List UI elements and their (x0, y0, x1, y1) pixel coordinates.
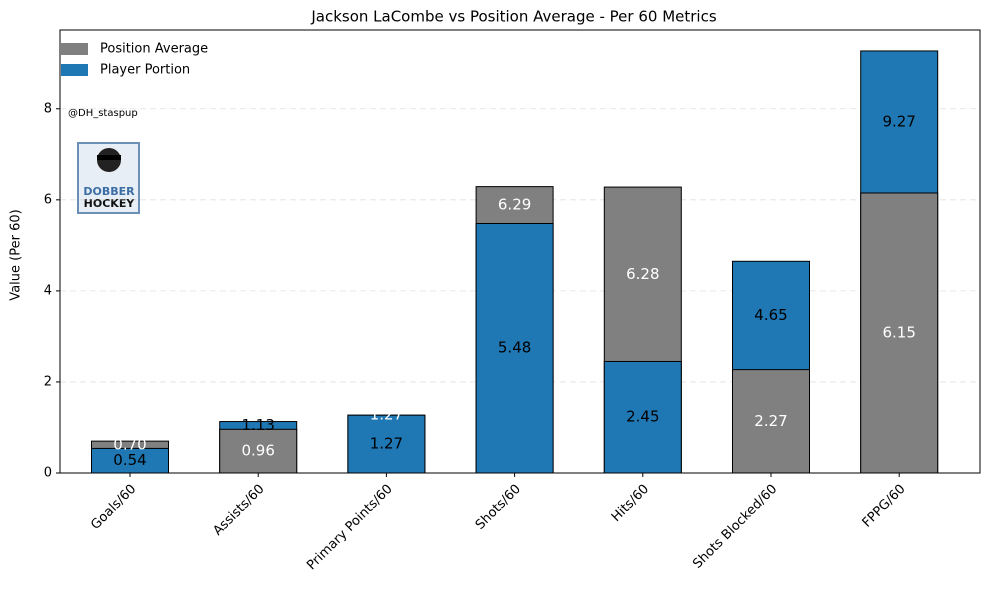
y-tick-label: 4 (44, 283, 52, 298)
bar (603, 360, 682, 474)
y-axis-label: Value (Per 60) (9, 209, 24, 300)
x-tick-label: Shots Blocked/60 (690, 482, 780, 572)
bar (732, 369, 810, 474)
x-tick-label: Primary Points/60 (304, 482, 395, 573)
x-tick-label: Goals/60 (88, 482, 139, 533)
value-label: 0.96 (241, 442, 274, 460)
legend-label: Player Portion (100, 63, 190, 78)
legend-swatch (61, 64, 88, 76)
y-tick-label: 0 (44, 466, 52, 481)
watermark: @DH_staspup (68, 108, 138, 119)
logo-text: HOCKEY (84, 197, 136, 210)
y-tick-label: 2 (44, 374, 52, 389)
logo: DOBBER HOCKEY (77, 142, 140, 214)
y-tick-label: 8 (44, 101, 52, 116)
value-label: 4.65 (754, 306, 787, 324)
value-label: 2.27 (754, 412, 787, 430)
chart-title: Jackson LaCombe vs Position Average - Pe… (310, 8, 716, 26)
value-label: 6.15 (882, 323, 915, 341)
logo-text: DOBBER (83, 185, 135, 198)
x-tick-label: Hits/60 (609, 482, 652, 525)
legend-swatch (61, 43, 88, 55)
plot-frame (59, 29, 981, 474)
value-label: 1.27 (370, 435, 403, 453)
value-label: 0.54 (113, 451, 146, 469)
value-label: 6.29 (498, 196, 531, 214)
x-tick-label: Assists/60 (210, 482, 267, 539)
value-label: 9.27 (882, 112, 915, 130)
x-tick-label: FPPG/60 (860, 482, 909, 531)
value-label: 0.70 (113, 435, 146, 453)
value-label: 1.13 (241, 416, 274, 434)
value-label: 1.27 (370, 406, 403, 424)
bar (860, 192, 939, 474)
value-label: 6.28 (626, 265, 659, 283)
y-tick-label: 6 (44, 192, 52, 207)
value-label: 2.45 (626, 408, 659, 426)
bar (219, 428, 298, 474)
value-label: 5.48 (498, 339, 531, 357)
legend-label: Position Average (100, 42, 208, 57)
x-tick-label: Shots/60 (473, 482, 524, 533)
bar (347, 414, 426, 474)
bar (475, 222, 554, 474)
logo-glasses (97, 155, 121, 160)
